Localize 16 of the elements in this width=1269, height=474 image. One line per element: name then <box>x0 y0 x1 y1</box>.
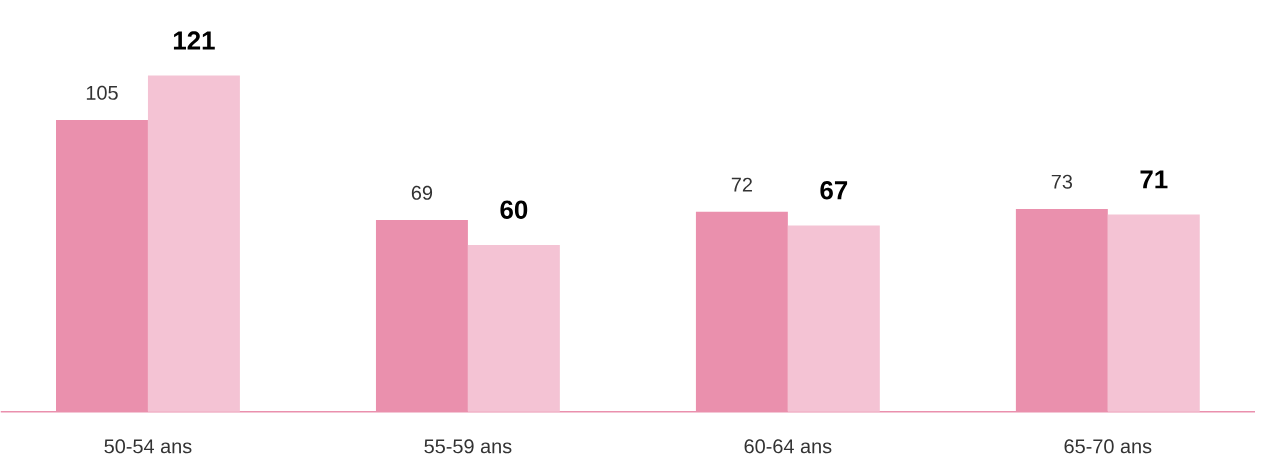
data-label: 121 <box>173 31 215 50</box>
bar <box>787 225 880 412</box>
x-tick-label: 50-54 ans <box>104 439 192 454</box>
bar <box>467 245 560 412</box>
data-label: 72 <box>731 177 752 192</box>
bar <box>1107 214 1200 412</box>
data-label: 60 <box>500 200 528 220</box>
x-tick-label: 60-64 ans <box>744 439 832 454</box>
bar <box>147 75 240 412</box>
data-label: 67 <box>820 181 848 200</box>
x-tick-label: 65-70 ans <box>1064 439 1152 454</box>
x-tick-label: 55-59 ans <box>424 439 512 454</box>
data-label: 73 <box>1051 174 1073 189</box>
data-label: 105 <box>86 85 118 101</box>
data-label: 69 <box>411 185 433 201</box>
data-label: 71 <box>1140 170 1168 189</box>
